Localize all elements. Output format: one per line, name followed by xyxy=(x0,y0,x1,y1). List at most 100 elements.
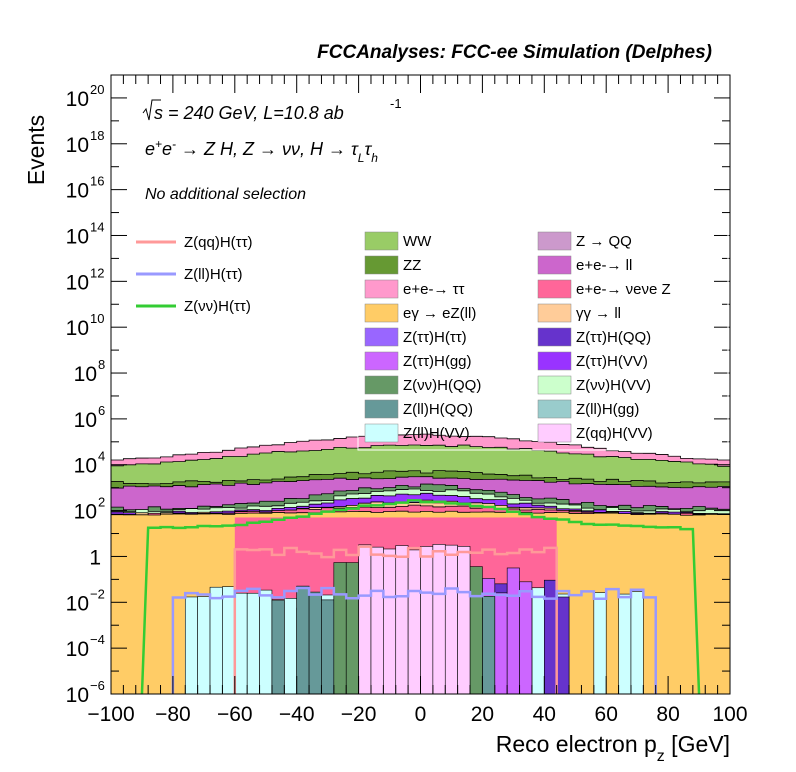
annotation-selection: No additional selection xyxy=(145,186,306,203)
y-tick-label: 10 −4 xyxy=(66,632,105,661)
legend-swatch xyxy=(364,231,399,251)
stack-bin xyxy=(469,566,483,694)
legend-label: e+e-→ ll xyxy=(576,257,632,274)
y-tick-label: 10 6 xyxy=(74,403,106,432)
legend-label: Z(νν)H(VV) xyxy=(576,377,651,394)
y-tick-exponent: 2 xyxy=(98,495,105,510)
legend-swatch xyxy=(364,351,399,371)
y-tick-exponent: 16 xyxy=(90,174,104,189)
stack-bin xyxy=(308,591,322,694)
legend-swatch xyxy=(537,279,572,299)
y-tick-exponent: 8 xyxy=(98,357,105,372)
legend-swatch xyxy=(364,279,399,299)
y-tick-base: 10 xyxy=(74,455,97,478)
stack-bin xyxy=(531,587,545,694)
legend-label: Z(νν)H(QQ) xyxy=(403,377,481,394)
stack-bin xyxy=(383,548,397,694)
y-tick-base: 10 xyxy=(66,180,89,203)
y-tick-exponent: 14 xyxy=(90,219,104,234)
x-axis: −100 −80 −60 −40 −20 0 20 40 60 80 100 xyxy=(87,75,748,726)
stack-bin xyxy=(284,598,298,694)
y-tick-exponent: 20 xyxy=(90,82,104,97)
y-tick-label: 10 10 xyxy=(66,311,105,340)
stack-bin xyxy=(395,545,409,694)
y-tick-label: 10 4 xyxy=(74,449,106,478)
legend-swatch xyxy=(537,375,572,395)
y-tick-label: 10 16 xyxy=(66,174,105,203)
stack-bin xyxy=(519,581,533,694)
y-tick-label: 10 12 xyxy=(66,265,105,294)
annotation-energy-exp: -1 xyxy=(390,96,402,111)
y-tick-label: 10 20 xyxy=(66,82,105,111)
legend-label: Z(ll)H(gg) xyxy=(576,401,639,418)
stack-bin xyxy=(444,544,458,694)
y-tick-exponent: 18 xyxy=(90,128,104,143)
stack-bin xyxy=(618,593,632,694)
legend-signal-label: Z(qq)H(ττ) xyxy=(184,234,253,251)
legend-label: e+e-→ ττ xyxy=(403,281,465,298)
stack-bin xyxy=(494,592,508,694)
x-tick-label: 60 xyxy=(595,703,618,726)
stacked-histograms xyxy=(111,433,730,694)
legend-label: Z(qq)H(VV) xyxy=(576,425,653,442)
legend-label: γγ → ll xyxy=(576,305,621,322)
x-tick-label: 20 xyxy=(471,703,494,726)
legend-swatch xyxy=(537,423,572,443)
legend-label: e+e-→ νeνe Z xyxy=(576,281,671,298)
legend-label: Z(ll)H(QQ) xyxy=(403,401,473,418)
x-tick-label: −20 xyxy=(341,703,377,726)
legend-swatch xyxy=(364,327,399,347)
y-tick-base: 10 xyxy=(66,88,89,111)
stack-bin xyxy=(296,585,310,694)
plot-area xyxy=(111,433,730,694)
y-tick-label: 10 14 xyxy=(66,219,105,248)
stack-bin xyxy=(556,596,570,694)
stack-bin xyxy=(184,596,198,694)
y-tick-exponent: 12 xyxy=(90,265,104,280)
stack-bin xyxy=(271,600,285,694)
signal-line xyxy=(171,586,657,694)
legend-swatch xyxy=(364,375,399,395)
stack-bin xyxy=(333,562,347,694)
y-tick-label: 1 xyxy=(89,546,101,569)
y-tick-base: 10 xyxy=(66,684,89,707)
x-tick-label: 80 xyxy=(656,703,679,726)
x-tick-label: −40 xyxy=(279,703,315,726)
y-tick-base: 10 xyxy=(66,134,89,157)
stack-bin xyxy=(407,549,421,694)
x-tick-label: 100 xyxy=(712,703,747,726)
stack-bin xyxy=(420,546,434,694)
stack-bin xyxy=(506,567,520,694)
y-tick-label: 10 −2 xyxy=(66,586,105,615)
legend-label: eγ → eZ(ll) xyxy=(403,305,476,322)
y-tick-exponent: −4 xyxy=(90,632,105,647)
stack-bin xyxy=(457,546,471,694)
y-tick-label: 10 −6 xyxy=(66,678,105,707)
legend-swatch xyxy=(537,327,572,347)
y-tick-base: 1 xyxy=(89,546,101,569)
x-tick-label: 40 xyxy=(533,703,556,726)
legend-swatch xyxy=(537,255,572,275)
y-tick-exponent: 6 xyxy=(98,403,105,418)
stack-bin xyxy=(482,596,496,694)
y-tick-exponent: −2 xyxy=(90,586,105,601)
y-tick-exponent: 10 xyxy=(90,311,104,326)
y-tick-base: 10 xyxy=(66,592,89,615)
legend-signal-label: Z(ll)H(ττ) xyxy=(184,266,243,283)
stack-bin xyxy=(222,586,236,694)
y-tick-base: 10 xyxy=(66,638,89,661)
annotation-energy-text: s = 240 GeV, L=10.8 ab xyxy=(154,103,344,123)
legend-box xyxy=(357,227,729,451)
stack-bin xyxy=(234,592,248,694)
y-tick-label: 10 18 xyxy=(66,128,105,157)
stack-bin xyxy=(246,592,260,694)
x-tick-label: −80 xyxy=(155,703,191,726)
chart-title: FCCAnalyses: FCC-ee Simulation (Delphes) xyxy=(317,42,712,63)
y-tick-exponent: 4 xyxy=(98,449,105,464)
y-axis-title: Events xyxy=(23,115,49,185)
stack-bin xyxy=(432,544,446,694)
x-tick-label: −100 xyxy=(87,703,134,726)
stack-bin xyxy=(630,591,644,694)
stack-bin xyxy=(197,596,211,694)
